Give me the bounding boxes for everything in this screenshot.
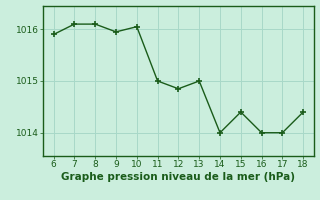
X-axis label: Graphe pression niveau de la mer (hPa): Graphe pression niveau de la mer (hPa) <box>61 172 295 182</box>
